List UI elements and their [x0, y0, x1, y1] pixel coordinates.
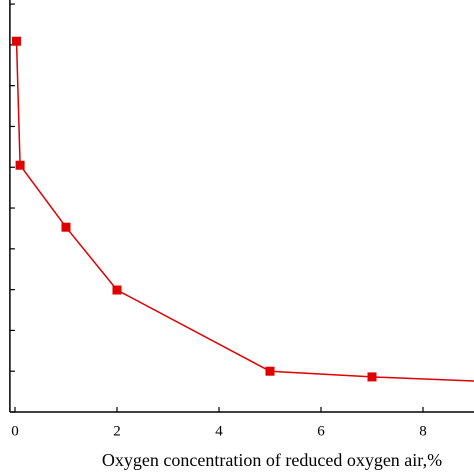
x-tick-label: 8 [419, 423, 427, 439]
data-point [61, 222, 71, 232]
data-point [15, 160, 25, 170]
data-point [112, 285, 122, 295]
x-tick-label: 4 [215, 423, 223, 439]
x-tick-label: 6 [317, 423, 325, 439]
x-tick-label: 2 [113, 423, 121, 439]
data-line [15, 41, 474, 382]
data-point [367, 372, 377, 382]
x-tick-label: 0 [11, 423, 19, 439]
plot-area [12, 36, 474, 382]
data-point [12, 36, 22, 46]
data-point [265, 366, 275, 376]
x-axis-label: Oxygen concentration of reduced oxygen a… [102, 450, 442, 470]
